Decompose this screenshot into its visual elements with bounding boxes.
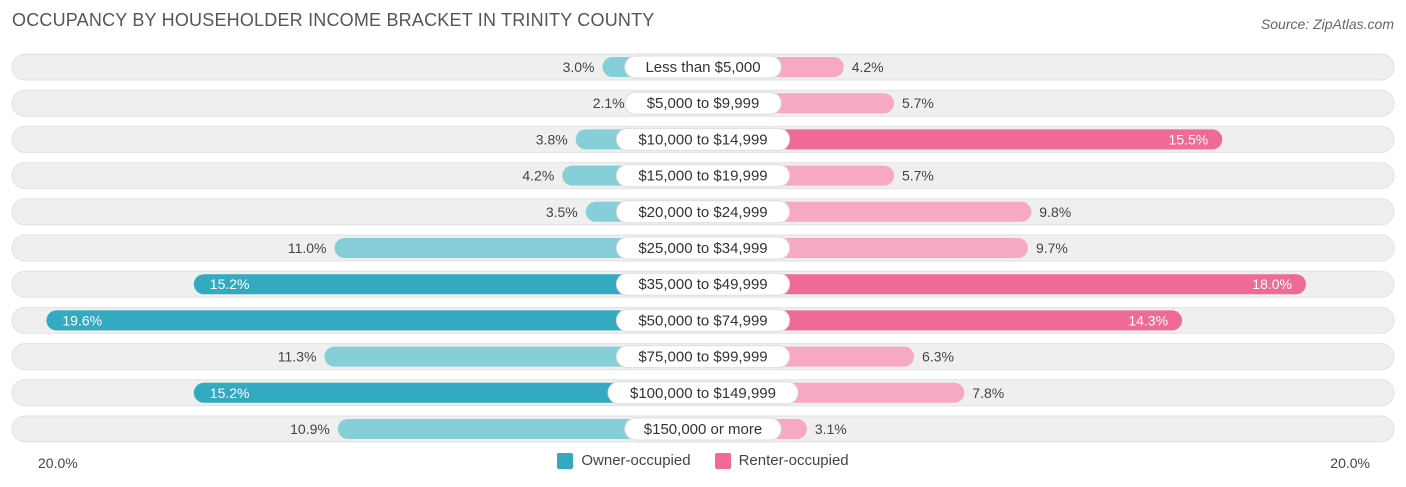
owner-value-label: 4.2% — [522, 168, 554, 184]
renter-value-label: 14.3% — [1128, 312, 1168, 328]
owner-value-label: 3.8% — [536, 131, 568, 147]
source-label: Source: ZipAtlas.com — [1260, 16, 1394, 32]
category-label: Less than $5,000 — [645, 59, 760, 76]
category-label: $75,000 to $99,999 — [638, 349, 767, 366]
category-label: $5,000 to $9,999 — [647, 95, 760, 112]
owner-bar — [46, 310, 703, 331]
owner-value-label: 11.3% — [278, 349, 317, 365]
category-label: $150,000 or more — [644, 421, 762, 438]
category-pill — [615, 308, 791, 332]
renter-bar — [703, 310, 1183, 331]
renter-bar — [703, 129, 1223, 150]
owner-bar — [334, 238, 703, 258]
renter-value-label: 6.3% — [922, 349, 954, 365]
owner-bar — [337, 419, 703, 439]
renter-swatch — [714, 452, 731, 469]
axis-max-label: 20.0% — [1330, 455, 1370, 471]
category-label: $35,000 to $49,999 — [638, 276, 767, 293]
owner-bar — [193, 274, 704, 295]
owner-value-label: 15.2% — [210, 276, 250, 292]
category-label: $100,000 to $149,999 — [630, 385, 776, 402]
owner-swatch — [557, 452, 574, 469]
owner-value-label: 15.2% — [210, 385, 250, 401]
category-pill — [615, 345, 791, 369]
category-label: $50,000 to $74,999 — [638, 312, 767, 329]
legend-owner-label: Owner-occupied — [581, 452, 691, 469]
category-label: $25,000 to $34,999 — [638, 240, 767, 257]
owner-value-label: 3.5% — [546, 204, 578, 220]
legend-item-owner[interactable]: Owner-occupied — [557, 452, 691, 469]
category-pill — [615, 164, 791, 188]
renter-value-label: 3.1% — [815, 421, 847, 437]
owner-value-label: 11.0% — [288, 240, 327, 256]
category-label: $15,000 to $19,999 — [638, 168, 767, 185]
owner-value-label: 3.0% — [563, 59, 595, 75]
category-pill — [615, 236, 791, 260]
legend: Owner-occupied Renter-occupied — [0, 452, 1406, 469]
renter-value-label: 9.7% — [1036, 240, 1068, 256]
renter-value-label: 5.7% — [902, 95, 934, 111]
renter-value-label: 15.5% — [1169, 131, 1209, 147]
owner-value-label: 2.1% — [593, 95, 625, 111]
category-pill — [624, 417, 782, 441]
axis-min-label: 20.0% — [38, 455, 78, 471]
renter-bar — [703, 274, 1306, 295]
legend-renter-label: Renter-occupied — [738, 452, 849, 469]
category-pill — [624, 55, 782, 79]
renter-value-label: 5.7% — [902, 168, 934, 184]
owner-bar — [324, 346, 703, 367]
owner-value-label: 10.9% — [290, 421, 330, 437]
category-label: $10,000 to $14,999 — [638, 131, 767, 148]
category-pill — [624, 91, 782, 115]
owner-value-label: 19.6% — [62, 312, 102, 328]
category-pill — [607, 381, 799, 405]
renter-value-label: 9.8% — [1039, 204, 1071, 220]
renter-value-label: 4.2% — [852, 59, 884, 75]
category-pill — [615, 200, 791, 224]
category-pill — [615, 127, 791, 151]
category-label: $20,000 to $24,999 — [638, 204, 767, 221]
renter-value-label: 7.8% — [972, 385, 1004, 401]
owner-bar — [193, 382, 704, 403]
legend-item-renter[interactable]: Renter-occupied — [714, 452, 849, 469]
renter-value-label: 18.0% — [1252, 276, 1292, 292]
chart-title: OCCUPANCY BY HOUSEHOLDER INCOME BRACKET … — [12, 10, 655, 30]
category-pill — [615, 272, 791, 296]
